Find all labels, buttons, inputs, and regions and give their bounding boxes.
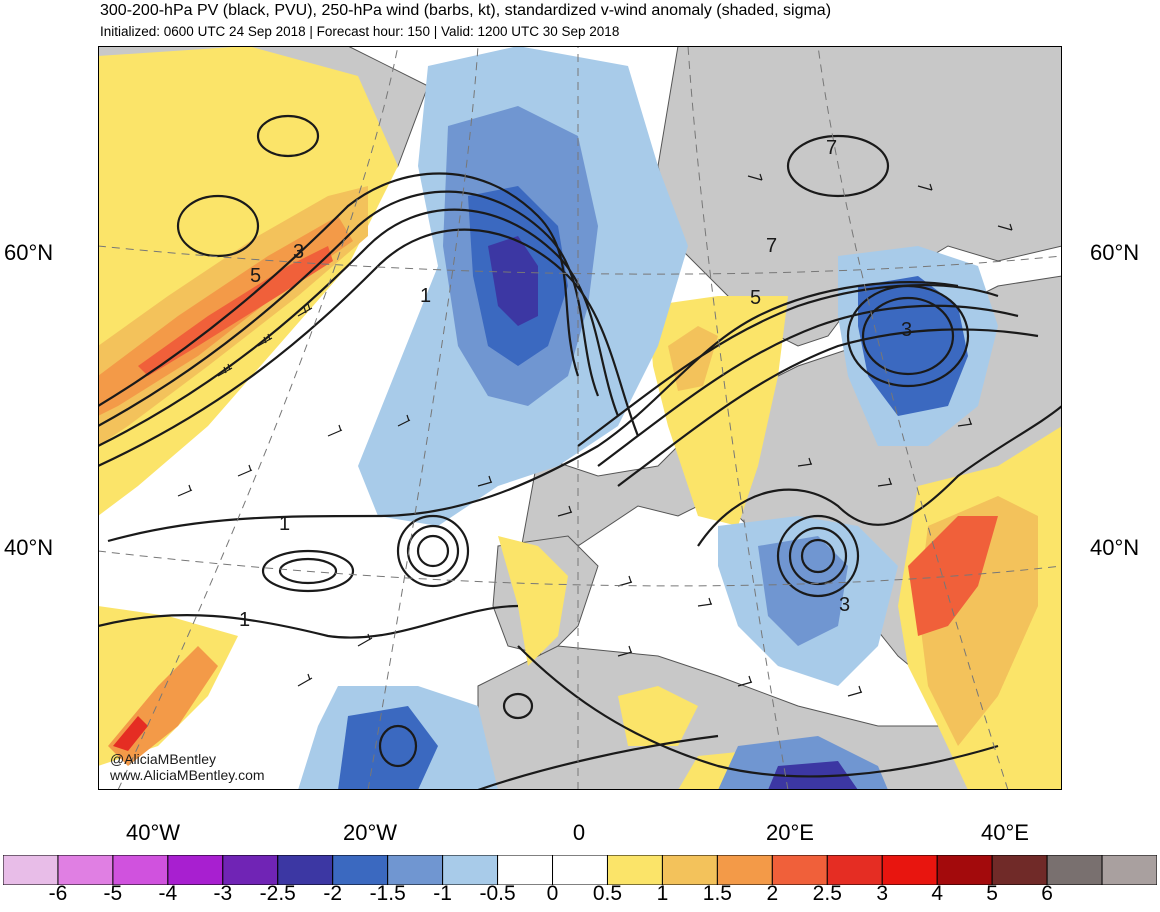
contour-label: 7 xyxy=(766,235,777,257)
colorbar xyxy=(3,855,1157,885)
colorbar-swatch xyxy=(497,855,554,885)
colorbar-tick-label: 2 xyxy=(766,882,779,905)
credit-handle: @AliciaMBentley xyxy=(110,751,217,767)
colorbar-swatch xyxy=(606,855,663,885)
colorbar-swatch xyxy=(826,855,883,885)
graticule xyxy=(98,46,1062,790)
colorbar-tick-label: 0.5 xyxy=(592,882,623,905)
colorbar-swatch xyxy=(112,855,169,885)
pv-contours xyxy=(98,114,1062,790)
colorbar-swatch xyxy=(3,855,59,885)
colorbar-swatch xyxy=(881,855,938,885)
contour-label: 1 xyxy=(239,609,250,631)
contour-label: 5 xyxy=(250,265,261,287)
colorbar-tick-label: 2.5 xyxy=(812,882,842,905)
chart-subtitle: Initialized: 0600 UTC 24 Sep 2018 | Fore… xyxy=(100,24,620,39)
colorbar-swatch xyxy=(1046,855,1103,885)
colorbar-tick-label: 6 xyxy=(1041,882,1053,905)
colorbar-tick-label: 1 xyxy=(656,882,669,905)
contour-label: 3 xyxy=(293,241,304,263)
lon-label-20e: 20°E xyxy=(766,820,814,845)
colorbar-tick-label: 1.5 xyxy=(702,882,732,905)
colorbar-tick-label: -1 xyxy=(433,882,452,905)
lon-label-20w: 20°W xyxy=(342,820,398,845)
colorbar-swatch xyxy=(222,855,279,885)
colorbar-swatch xyxy=(552,855,608,885)
colorbar-swatch xyxy=(167,855,224,885)
colorbar-swatch xyxy=(936,855,993,885)
colorbar-tick-label: 4 xyxy=(931,882,944,905)
colorbar-tick-label: -4 xyxy=(158,882,178,905)
chart-title: 300-200-hPa PV (black, PVU), 250-hPa win… xyxy=(100,2,832,19)
colorbar-swatch xyxy=(716,855,773,885)
colorbar-tick-label: -6 xyxy=(48,882,68,905)
colorbar-swatch xyxy=(991,855,1048,885)
colorbar-swatch xyxy=(387,855,444,885)
contour-label: 1 xyxy=(279,513,290,535)
colorbar-swatch xyxy=(442,855,499,885)
lat-label-60n-left: 60°N xyxy=(4,240,54,265)
lon-label-40w: 40°W xyxy=(125,820,181,845)
lat-label-40n-right: 40°N xyxy=(1090,535,1140,560)
contour-label: 5 xyxy=(750,287,761,309)
colorbar-swatch xyxy=(1101,855,1157,885)
map-border xyxy=(98,46,1062,790)
weather-map: 7 7 5 3 5 1 3 1 1 3 xyxy=(98,46,1062,790)
contour-label: 1 xyxy=(420,285,431,307)
lon-label-0: 0 xyxy=(572,820,586,845)
colorbar-tick-label: 5 xyxy=(986,882,998,905)
colorbar-tick-label: -1.5 xyxy=(369,882,406,905)
wind-barbs xyxy=(177,173,1013,697)
colorbar-tick-label: -0.5 xyxy=(479,882,516,905)
colorbar-swatch xyxy=(332,855,389,885)
credit-website: www.AliciaMBentley.com xyxy=(110,767,265,783)
colorbar-tick-label: 0 xyxy=(546,882,559,905)
colorbar-tick-label: -3 xyxy=(213,882,233,905)
contour-label: 7 xyxy=(826,137,837,159)
colorbar-swatch xyxy=(57,855,114,885)
colorbar-swatch xyxy=(277,855,334,885)
colorbar-tick-label: -5 xyxy=(103,882,123,905)
colorbar-swatch xyxy=(661,855,718,885)
contour-label: 3 xyxy=(839,594,850,616)
colorbar-tick-label: 3 xyxy=(876,882,889,905)
contour-labels: 7 7 5 3 5 1 3 1 1 3 xyxy=(239,137,912,631)
lat-label-60n-right: 60°N xyxy=(1090,240,1140,265)
colorbar-tick-label: -2.5 xyxy=(259,882,296,905)
contour-label: 3 xyxy=(901,319,912,341)
lat-label-40n-left: 40°N xyxy=(4,535,54,560)
colorbar-swatch xyxy=(771,855,828,885)
colorbar-tick-label: -2 xyxy=(323,882,343,905)
lon-label-40e: 40°E xyxy=(981,820,1029,845)
